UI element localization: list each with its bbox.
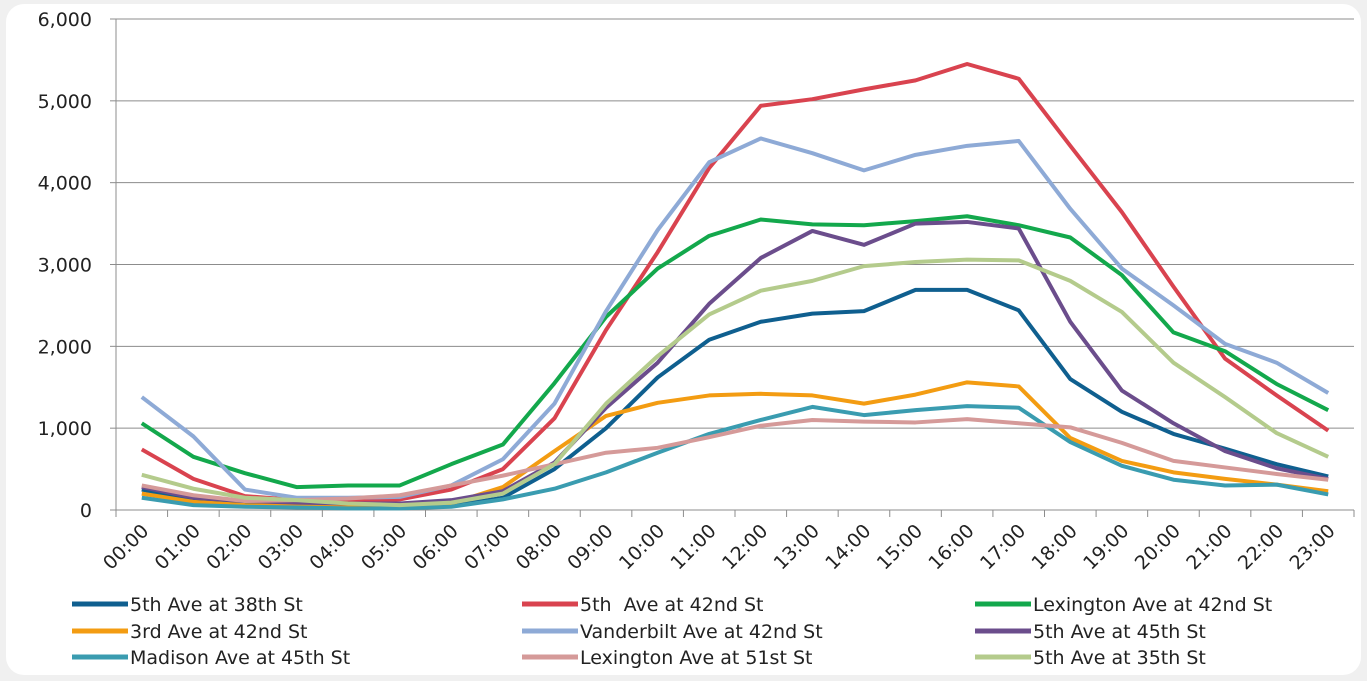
legend-label: 5th Ave at 45th St [1033, 621, 1206, 643]
legend-label: 5th Ave at 42nd St [580, 594, 763, 616]
legend-label: 3rd Ave at 42nd St [130, 621, 308, 643]
series-line [141, 257, 1330, 508]
y-tick-label: 5,000 [38, 91, 92, 113]
chart-card [6, 4, 1361, 675]
y-tick-label: 0 [80, 500, 92, 522]
legend-label: 5th Ave at 38th St [130, 594, 303, 616]
y-tick-label: 4,000 [38, 173, 92, 195]
legend-label: Vanderbilt Ave at 42nd St [580, 621, 823, 643]
legend-label: Lexington Ave at 51st St [580, 647, 812, 669]
legend-label: 5th Ave at 35th St [1033, 647, 1206, 669]
y-tick-label: 3,000 [38, 255, 92, 277]
y-tick-label: 6,000 [38, 9, 92, 31]
y-tick-label: 2,000 [38, 336, 92, 358]
legend-label: Madison Ave at 45th St [130, 647, 350, 669]
y-tick-label: 1,000 [38, 418, 92, 440]
legend-label: Lexington Ave at 42nd St [1033, 594, 1272, 616]
series-line [140, 62, 1330, 503]
series-line [140, 214, 1330, 490]
series-line [141, 404, 1329, 511]
series-line [141, 417, 1329, 503]
